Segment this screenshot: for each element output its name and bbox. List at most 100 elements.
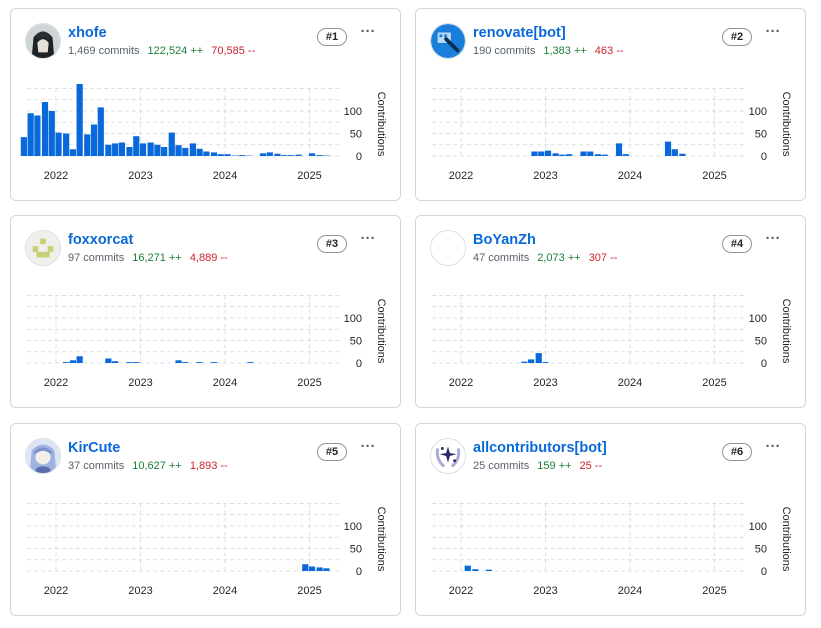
deletions-count: 307 --: [588, 252, 618, 264]
y-tick-label: 50: [350, 544, 362, 556]
contribution-bar: [182, 147, 189, 156]
contribution-bar: [161, 147, 168, 156]
commit-count-link[interactable]: 25 commits: [473, 460, 530, 472]
y-tick-label: 100: [344, 521, 362, 533]
y-axis-label: Contributions: [375, 92, 387, 157]
y-tick-label: 50: [755, 336, 767, 348]
contribution-bar: [139, 143, 147, 156]
deletions-count: 25 --: [579, 460, 603, 472]
contribution-bar: [69, 360, 76, 363]
contribution-bar: [154, 144, 161, 156]
contribution-chart: 2022 2023 2024 2025 0 50 100 Contributions: [432, 295, 792, 389]
rank-badge: #2: [722, 28, 752, 46]
contribution-bar: [48, 111, 55, 156]
contribution-bar: [266, 152, 273, 156]
contribution-bar: [63, 133, 70, 156]
contribution-bar: [97, 107, 104, 156]
commit-count-link[interactable]: 97 commits: [68, 252, 125, 264]
deletions-count: 4,889 --: [189, 252, 228, 264]
x-tick-label: 2024: [213, 585, 237, 597]
contribution-bar: [287, 155, 295, 156]
commit-count-link[interactable]: 1,469 commits: [68, 45, 140, 57]
commit-count-link[interactable]: 190 commits: [473, 45, 536, 57]
contributor-name-link[interactable]: foxxorcat: [68, 232, 134, 248]
contribution-bar: [55, 132, 62, 156]
contribution-bar: [316, 567, 323, 571]
contribution-bar: [316, 155, 323, 156]
x-tick-label: 2023: [533, 585, 557, 597]
y-tick-label: 100: [749, 521, 767, 533]
contributor-card: BoYanZh 47 commits 2,073 ++ 307 -- #4 ··· …: [415, 215, 806, 408]
additions-count: 1,383 ++: [543, 45, 587, 57]
commit-count-link[interactable]: 47 commits: [473, 252, 530, 264]
x-tick-label: 2023: [128, 170, 152, 182]
contribution-bar: [133, 136, 140, 156]
contribution-bar: [464, 565, 471, 571]
commit-count-link[interactable]: 37 commits: [68, 460, 125, 472]
x-tick-label: 2025: [297, 170, 321, 182]
more-options-icon[interactable]: ···: [765, 438, 781, 455]
contribution-bar: [112, 143, 119, 156]
more-options-icon[interactable]: ···: [765, 23, 781, 40]
contributor-name-link[interactable]: BoYanZh: [473, 232, 536, 248]
y-tick-label: 50: [755, 544, 767, 556]
deletions-count: 463 --: [594, 45, 624, 57]
dark-character-avatar-icon[interactable]: [25, 23, 61, 59]
contribution-bar: [76, 356, 83, 363]
contribution-bar: [133, 362, 140, 363]
contribution-bar: [41, 102, 49, 156]
contributor-name-link[interactable]: KirCute: [68, 440, 121, 456]
x-tick-label: 2022: [44, 170, 68, 182]
contributor-stats: 47 commits 2,073 ++ 307 --: [473, 252, 617, 264]
contribution-bar: [552, 153, 559, 156]
y-tick-label: 0: [356, 151, 362, 163]
contributor-stats: 37 commits 10,627 ++ 1,893 --: [68, 460, 228, 472]
x-tick-label: 2022: [44, 377, 68, 389]
contribution-bar: [485, 569, 492, 571]
contributor-name-link[interactable]: allcontributors[bot]: [473, 440, 607, 456]
additions-count: 2,073 ++: [537, 252, 581, 264]
allcontributors-bot-icon[interactable]: [430, 438, 466, 474]
blank-avatar-icon[interactable]: [430, 230, 466, 266]
contribution-bar: [63, 362, 70, 363]
anime-character-avatar-icon[interactable]: [25, 438, 61, 474]
contribution-bar: [182, 362, 189, 363]
contribution-bar: [238, 155, 245, 156]
deletions-count: 1,893 --: [189, 460, 228, 472]
more-options-icon[interactable]: ···: [360, 23, 376, 40]
more-options-icon[interactable]: ···: [765, 230, 781, 247]
contributor-name-link[interactable]: xhofe: [68, 25, 107, 41]
y-tick-label: 50: [350, 129, 362, 141]
contribution-bar: [544, 150, 552, 156]
contribution-bar: [147, 142, 154, 156]
rank-badge: #1: [317, 28, 347, 46]
contribution-bar: [323, 568, 330, 571]
x-tick-label: 2022: [449, 377, 473, 389]
more-options-icon[interactable]: ···: [360, 438, 376, 455]
additions-count: 159 ++: [537, 460, 572, 472]
renovate-bot-icon[interactable]: [430, 23, 466, 59]
contribution-bar: [281, 155, 288, 156]
rank-badge: #3: [317, 235, 347, 253]
contributor-name-link[interactable]: renovate[bot]: [473, 25, 566, 41]
contribution-bar: [622, 154, 629, 156]
contributor-card: xhofe 1,469 commits 122,524 ++ 70,585 -- #…: [10, 8, 401, 201]
contribution-bar: [295, 154, 302, 156]
contribution-bar: [175, 360, 182, 363]
contribution-chart: 2022 2023 2024 2025 0 50 100 Contributions: [27, 295, 387, 389]
contribution-bar: [224, 154, 231, 156]
contribution-bar: [308, 566, 316, 571]
y-axis-label: Contributions: [375, 299, 387, 364]
contribution-bar: [34, 115, 41, 156]
y-tick-label: 100: [344, 106, 362, 118]
contribution-bar: [203, 151, 210, 156]
more-options-icon[interactable]: ···: [360, 230, 376, 247]
contributor-card: renovate[bot] 190 commits 1,383 ++ 463 -- …: [415, 8, 806, 201]
contribution-bar: [274, 153, 281, 156]
x-tick-label: 2024: [618, 585, 642, 597]
identicon-avatar-icon[interactable]: [25, 230, 61, 266]
contribution-bar: [196, 362, 203, 363]
contribution-bar: [472, 569, 479, 571]
contribution-bar: [566, 154, 573, 156]
contribution-bar: [679, 153, 686, 156]
